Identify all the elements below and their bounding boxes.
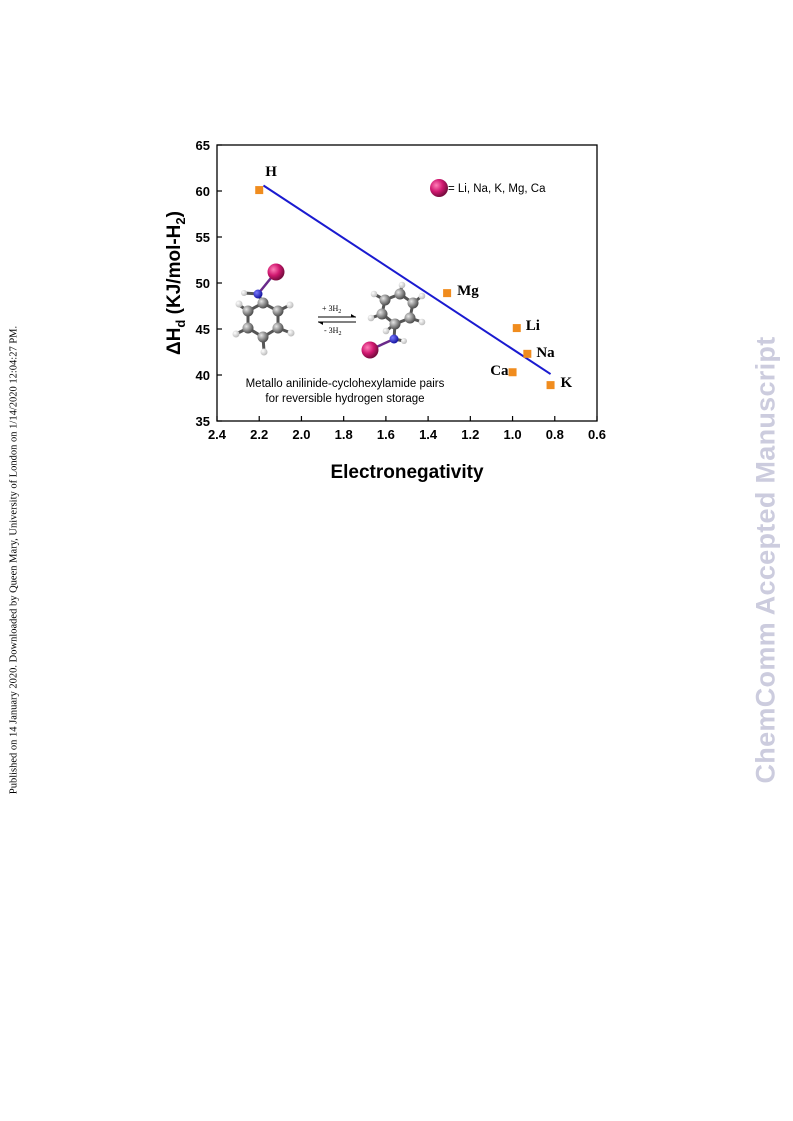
y-tick-label: 65 <box>196 138 210 153</box>
data-point-ca <box>508 368 517 377</box>
x-tick-label: 0.8 <box>546 427 564 442</box>
data-point-mg <box>443 289 452 298</box>
data-point-k <box>546 381 555 390</box>
reverse-reaction-label: - 3H2 <box>324 326 341 337</box>
legend-text: = Li, Na, K, Mg, Ca <box>448 183 546 195</box>
x-tick-label: 2.4 <box>208 427 227 442</box>
x-tick-label: 1.0 <box>504 427 522 442</box>
data-point-na <box>523 349 532 358</box>
y-tick-label: 35 <box>196 414 210 429</box>
point-label-h: H <box>265 164 277 180</box>
y-tick-label: 50 <box>196 276 210 291</box>
x-axis-title: Electronegativity <box>330 462 484 483</box>
y-tick-label: 45 <box>196 322 210 337</box>
equilibrium-arrows-icon: + 3H2 - 3H2 <box>318 304 356 337</box>
linear-fit-line <box>262 184 552 375</box>
y-tick-label: 55 <box>196 230 210 245</box>
y-axis-title: ΔHd (KJ/mol-H2) <box>164 211 188 355</box>
x-tick-label: 1.2 <box>461 427 479 442</box>
point-label-ca: Ca <box>490 363 509 379</box>
x-tick-label: 2.2 <box>250 427 268 442</box>
point-label-k: K <box>561 375 573 391</box>
x-tick-label: 1.6 <box>377 427 395 442</box>
x-tick-label: 2.0 <box>292 427 310 442</box>
x-axis-ticks: 2.4 2.2 2.0 1.8 1.6 1.4 1.2 1.0 0.8 0.6 <box>208 416 606 442</box>
inset-caption-line1: Metallo anilinide-cyclohexylamide pairs <box>246 378 445 390</box>
data-point-labels: H Mg Li Na Ca K <box>265 164 572 391</box>
y-tick-label: 40 <box>196 368 210 383</box>
x-tick-label: 0.6 <box>588 427 606 442</box>
cyclohexylamide-molecule-icon <box>361 281 426 359</box>
x-tick-label: 1.8 <box>335 427 353 442</box>
y-tick-label: 60 <box>196 184 210 199</box>
metal-sphere-icon <box>430 179 448 197</box>
data-point-li <box>512 324 521 333</box>
inset-caption-line2: for reversible hydrogen storage <box>265 393 424 405</box>
point-label-li: Li <box>526 318 540 334</box>
anilinide-molecule-icon <box>232 263 295 356</box>
data-points <box>255 186 555 390</box>
legend: = Li, Na, K, Mg, Ca <box>430 179 546 197</box>
data-point-h <box>255 186 264 195</box>
y-axis-ticks: 35 40 45 50 55 60 65 <box>196 138 222 429</box>
x-tick-label: 1.4 <box>419 427 438 442</box>
forward-reaction-label: + 3H2 <box>322 304 341 315</box>
point-label-mg: Mg <box>457 283 479 299</box>
point-label-na: Na <box>536 345 555 361</box>
